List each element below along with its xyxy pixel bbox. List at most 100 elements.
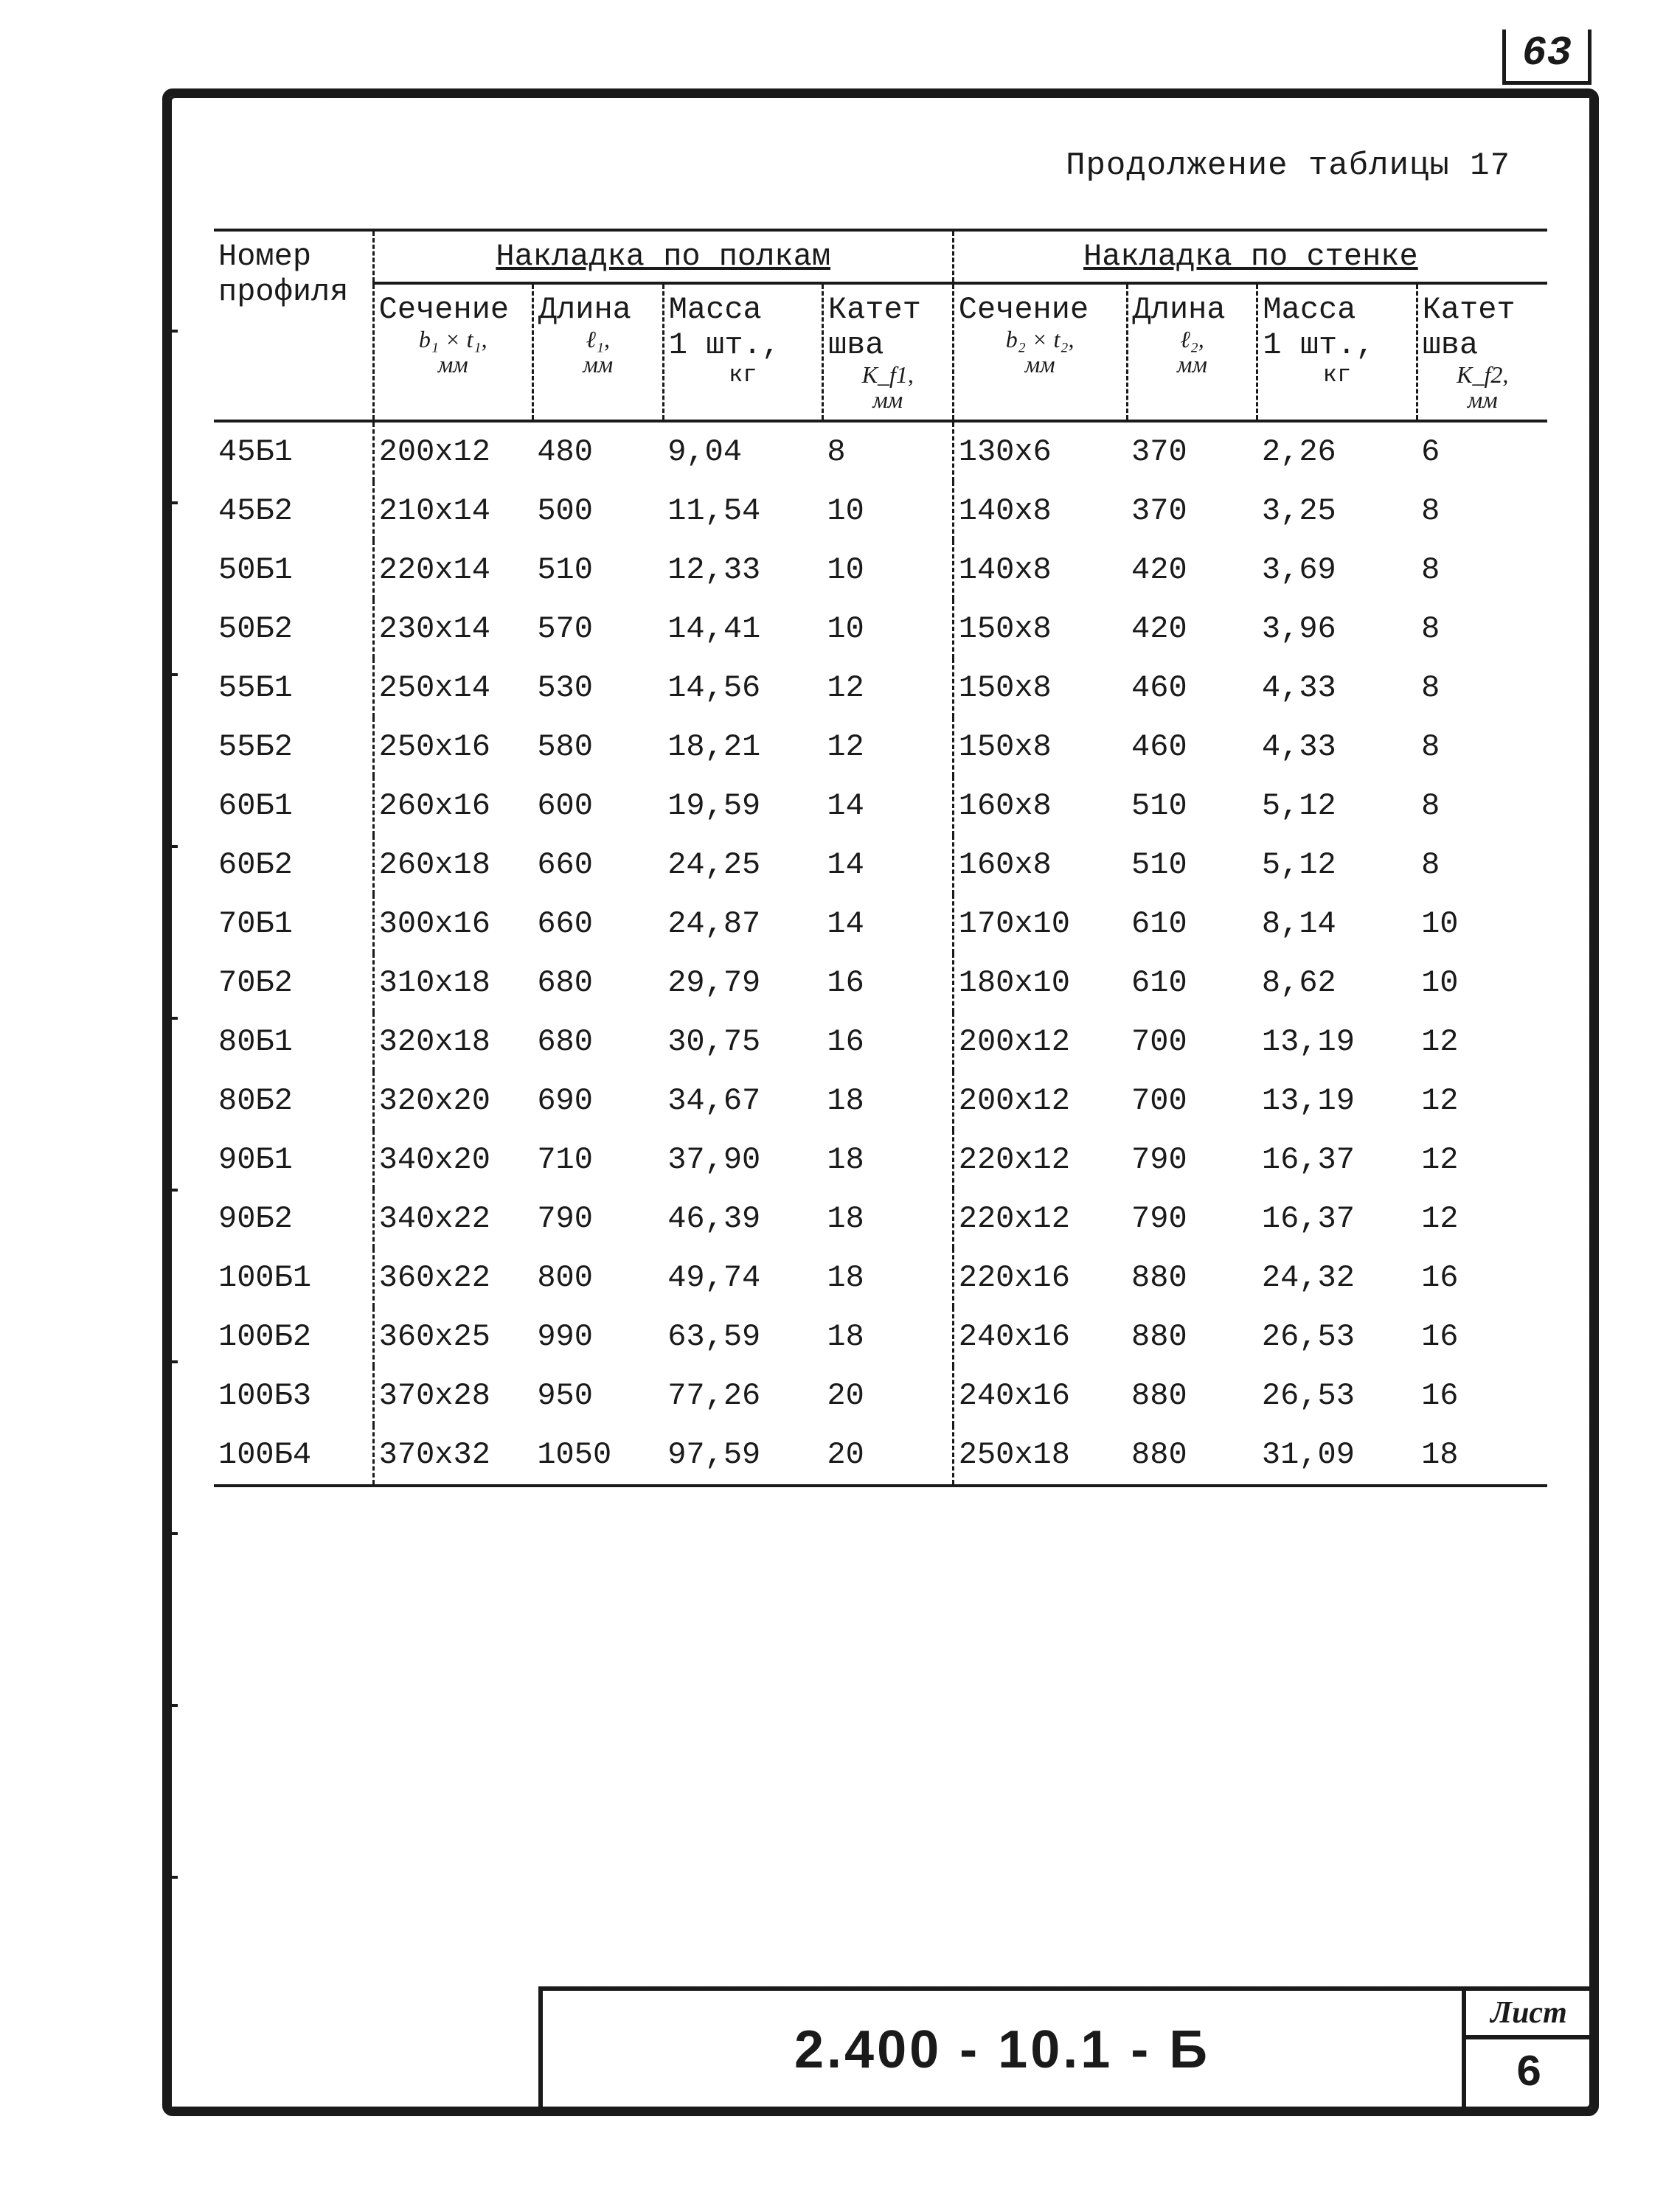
th-profile: Номер профиля: [214, 230, 373, 421]
table-cell: 4,33: [1257, 658, 1417, 717]
th-c4: Катет шва K_f1, мм: [822, 283, 953, 421]
th-c3-s: кг: [669, 363, 817, 388]
table-cell: 8: [1417, 835, 1547, 894]
table-cell: 55Б2: [214, 717, 373, 776]
table-cell: 26,53: [1257, 1307, 1417, 1366]
table-cell: 8: [822, 421, 953, 481]
table-cell: 90Б1: [214, 1130, 373, 1189]
table-cell: 570: [532, 599, 663, 658]
table-cell: 13,19: [1257, 1012, 1417, 1071]
table-cell: 200х12: [953, 1071, 1127, 1130]
table-cell: 700: [1127, 1012, 1257, 1071]
table-cell: 16: [822, 1012, 953, 1071]
table-cell: 220х16: [953, 1248, 1127, 1307]
table-cell: 12: [822, 658, 953, 717]
table-cell: 580: [532, 717, 663, 776]
table-cell: 320х18: [373, 1012, 532, 1071]
table-cell: 250х18: [953, 1425, 1127, 1486]
table-cell: 10: [1417, 953, 1547, 1012]
table-cell: 12: [1417, 1130, 1547, 1189]
table-cell: 610: [1127, 953, 1257, 1012]
table-cell: 370х32: [373, 1425, 532, 1486]
table-cell: 700: [1127, 1071, 1257, 1130]
table-cell: 97,59: [663, 1425, 822, 1486]
th-profile-label: Номер профиля: [218, 239, 348, 310]
table-cell: 260х18: [373, 835, 532, 894]
drawing-frame: Продолжение таблицы 17 Номер профиля Нак…: [162, 88, 1599, 2116]
table-cell: 500: [532, 481, 663, 540]
table-row: 80Б2320х2069034,6718200х1270013,1912: [214, 1071, 1547, 1130]
table-cell: 340х20: [373, 1130, 532, 1189]
table-row: 60Б2260х1866024,2514160х85105,128: [214, 835, 1547, 894]
table-wrap: Номер профиля Накладка по полкам Накладк…: [214, 229, 1547, 1487]
table-cell: 16,37: [1257, 1189, 1417, 1248]
table-cell: 370: [1127, 421, 1257, 481]
table-cell: 24,25: [663, 835, 822, 894]
table-row: 60Б1260х1660019,5914160х85105,128: [214, 776, 1547, 835]
table-cell: 18,21: [663, 717, 822, 776]
table-cell: 63,59: [663, 1307, 822, 1366]
table-cell: 55Б1: [214, 658, 373, 717]
table-cell: 5,12: [1257, 776, 1417, 835]
table-cell: 14: [822, 894, 953, 953]
table-cell: 70Б2: [214, 953, 373, 1012]
th-c6: Длина ℓ₂, мм: [1127, 283, 1257, 421]
table-cell: 420: [1127, 599, 1257, 658]
th-c1-l: Сечение: [379, 292, 509, 327]
table-cell: 70Б1: [214, 894, 373, 953]
table-cell: 13,19: [1257, 1071, 1417, 1130]
table-cell: 100Б3: [214, 1366, 373, 1425]
th-c4-s: K_f1, мм: [828, 363, 948, 412]
table-cell: 2,26: [1257, 421, 1417, 481]
table-cell: 510: [532, 540, 663, 599]
table-cell: 480: [532, 421, 663, 481]
table-cell: 3,25: [1257, 481, 1417, 540]
table-row: 100Б3370х2895077,2620240х1688026,5316: [214, 1366, 1547, 1425]
table-cell: 14: [822, 835, 953, 894]
th-c8-s: K_f2, мм: [1423, 363, 1543, 412]
data-table: Номер профиля Накладка по полкам Накладк…: [214, 229, 1547, 1487]
table-cell: 150х8: [953, 717, 1127, 776]
table-cell: 24,87: [663, 894, 822, 953]
table-cell: 140х8: [953, 540, 1127, 599]
table-cell: 18: [822, 1071, 953, 1130]
table-cell: 12: [1417, 1189, 1547, 1248]
doc-code: 2.400 - 10.1 - Б: [543, 1991, 1462, 2109]
table-cell: 240х16: [953, 1366, 1127, 1425]
table-cell: 30,75: [663, 1012, 822, 1071]
table-cell: 50Б1: [214, 540, 373, 599]
table-cell: 460: [1127, 658, 1257, 717]
table-cell: 880: [1127, 1366, 1257, 1425]
table-cell: 600: [532, 776, 663, 835]
table-cell: 45Б1: [214, 421, 373, 481]
table-row: 45Б2210х1450011,5410140х83703,258: [214, 481, 1547, 540]
title-block: 2.400 - 10.1 - Б Лист 6: [538, 1986, 1592, 2109]
table-cell: 100Б2: [214, 1307, 373, 1366]
th-c1-s: b₁ × t₁, мм: [379, 327, 527, 377]
table-cell: 11,54: [663, 481, 822, 540]
table-row: 50Б2230х1457014,4110150х84203,968: [214, 599, 1547, 658]
table-row: 80Б1320х1868030,7516200х1270013,1912: [214, 1012, 1547, 1071]
table-cell: 24,32: [1257, 1248, 1417, 1307]
table-cell: 680: [532, 953, 663, 1012]
table-cell: 26,53: [1257, 1366, 1417, 1425]
table-cell: 170х10: [953, 894, 1127, 953]
table-cell: 250х16: [373, 717, 532, 776]
th-c1: Сечение b₁ × t₁, мм: [373, 283, 532, 421]
table-cell: 9,04: [663, 421, 822, 481]
table-cell: 340х22: [373, 1189, 532, 1248]
table-row: 55Б2250х1658018,2112150х84604,338: [214, 717, 1547, 776]
th-group2: Накладка по стенке: [953, 230, 1547, 283]
table-cell: 10: [822, 481, 953, 540]
table-row: 90Б2340х2279046,3918220х1279016,3712: [214, 1189, 1547, 1248]
table-cell: 14,56: [663, 658, 822, 717]
table-cell: 240х16: [953, 1307, 1127, 1366]
table-cell: 34,67: [663, 1071, 822, 1130]
table-cell: 4,33: [1257, 717, 1417, 776]
table-cell: 12: [1417, 1071, 1547, 1130]
table-cell: 60Б2: [214, 835, 373, 894]
th-c7: Масса 1 шт., кг: [1257, 283, 1417, 421]
table-cell: 12: [1417, 1012, 1547, 1071]
th-c8-l: Катет шва: [1423, 292, 1516, 363]
table-cell: 45Б2: [214, 481, 373, 540]
